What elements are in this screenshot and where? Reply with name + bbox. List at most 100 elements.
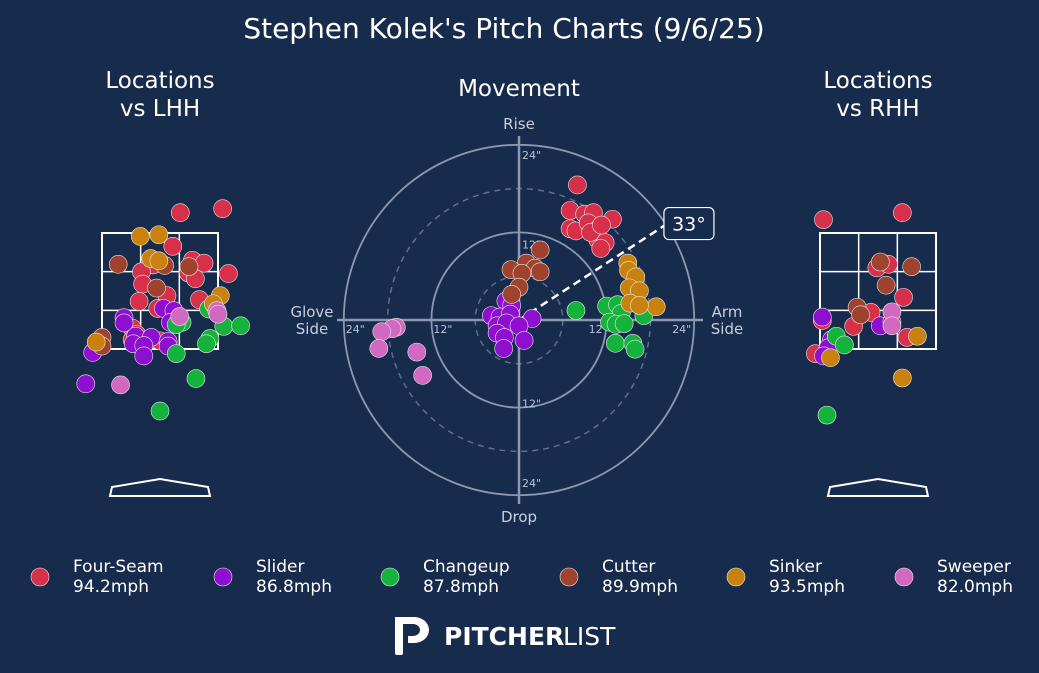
axis-label-glove-side: Side: [296, 320, 328, 338]
brand-name-light: LIST: [563, 622, 616, 651]
location-points: [806, 203, 927, 425]
pitch-dot-changeup: [566, 301, 586, 320]
ring-label-24-top: 24": [522, 149, 541, 162]
pitch-dot-sweeper: [413, 366, 432, 385]
pitch-dot-changeup: [606, 334, 625, 353]
pitch-dot-four-seam: [893, 203, 912, 222]
axis-label-rise: Rise: [503, 115, 535, 133]
pitch-dot-sinker: [893, 368, 912, 388]
pitch-dot-changeup: [817, 405, 837, 425]
pitch-dot-sweeper: [170, 307, 190, 326]
pitch-dot-changeup: [231, 316, 250, 336]
pitch-dot-slider: [514, 331, 534, 350]
brand-name-bold: PITCHER: [444, 622, 564, 651]
ring-label-24-right: 24": [672, 323, 691, 336]
pitch-dot-sweeper: [208, 304, 228, 324]
pitch-dot-cutter: [876, 275, 896, 295]
pitch-dot-slider: [114, 313, 134, 333]
pitch-dot-slider: [134, 346, 154, 366]
pitch-dot-changeup: [614, 314, 634, 333]
ring-label-24-bottom: 24": [522, 477, 541, 490]
pitch-dot-slider: [813, 307, 832, 327]
legend-pitch-name: Four-Seam: [73, 557, 164, 577]
pitch-dot-sinker: [821, 348, 840, 368]
legend-marker: [726, 567, 746, 587]
pitch-dot-sinker: [149, 225, 169, 245]
pitch-dot-sweeper: [882, 316, 902, 336]
pitch-dot-sinker: [130, 227, 150, 246]
panel-title-line: Locations: [105, 68, 214, 94]
axis-label-glove-side: Glove: [290, 303, 333, 321]
pitch-dot-four-seam: [219, 264, 238, 283]
chart-title: Stephen Kolek's Pitch Charts (9/6/25): [243, 12, 764, 45]
pitch-dot-four-seam: [591, 239, 611, 258]
home-plate: [108, 477, 212, 497]
legend-pitch-name: Changeup: [423, 557, 510, 577]
pitch-dot-four-seam: [171, 203, 190, 222]
pitch-dot-cutter: [502, 285, 522, 304]
axis-label-arm-side: Side: [711, 320, 743, 338]
pitch-dot-changeup: [835, 335, 854, 355]
pitch-dot-changeup: [150, 401, 170, 421]
pitch-dot-sinker: [908, 326, 927, 346]
pitch-dot-changeup: [166, 344, 186, 363]
strike-zone-box: [819, 232, 937, 350]
legend-pitch-name: Sweeper: [937, 557, 1011, 577]
legend-pitch-name: Sinker: [769, 557, 822, 577]
legend-marker: [559, 567, 579, 587]
legend-pitch-speed: 82.0mph: [937, 577, 1013, 597]
pitch-dot-slider: [494, 339, 513, 358]
pitch-dot-four-seam: [163, 237, 183, 256]
pitch-dot-cutter: [851, 305, 870, 325]
arm-angle-label: 33°: [672, 214, 706, 236]
pitch-dot-cutter: [530, 262, 550, 282]
legend-marker: [30, 567, 50, 587]
legend-pitch-speed: 87.8mph: [423, 577, 499, 597]
panel-title-line: vs LHH: [120, 96, 200, 122]
pitch-dot-slider: [76, 374, 96, 394]
legend-marker: [380, 567, 400, 587]
pitch-dot-four-seam: [568, 175, 587, 195]
pitch-dot-four-seam: [592, 215, 611, 235]
legend-pitch-speed: 86.8mph: [256, 577, 332, 597]
arm-angle-box: [663, 206, 715, 241]
arm-angle-line: [518, 223, 667, 322]
pitch-dot-four-seam: [814, 210, 833, 229]
ring-label-12-left: 12": [433, 323, 452, 336]
axis-label-arm-side: Arm: [712, 303, 743, 321]
legend-pitch-speed: 89.9mph: [602, 577, 678, 597]
pitch-dot-cutter: [530, 240, 550, 260]
axis-label-drop: Drop: [501, 508, 537, 526]
pitch-dot-cutter: [179, 257, 199, 276]
panel-title-line: Locations: [823, 68, 932, 94]
pitch-dot-four-seam: [213, 199, 232, 218]
legend-marker: [894, 567, 914, 587]
ring-label-24-left: 24": [346, 323, 365, 336]
pitch-dot-sinker: [646, 297, 666, 317]
pitcherlist-brand: PITCHER LIST: [395, 617, 616, 655]
movement-title: Movement: [458, 76, 580, 102]
legend-pitch-speed: 94.2mph: [73, 577, 149, 597]
pitch-dot-sweeper: [372, 322, 392, 341]
pitch-dot-sweeper: [369, 339, 389, 358]
ring-label-12-bottom: 12": [522, 398, 541, 411]
pitch-dot-sinker: [149, 251, 169, 271]
home-plate: [826, 477, 930, 497]
pitch-dot-cutter: [147, 278, 166, 298]
pitch-dot-sinker: [630, 296, 649, 315]
pitch-dot-changeup: [625, 339, 645, 359]
legend-pitch-name: Slider: [256, 557, 304, 577]
pitch-dot-four-seam: [129, 292, 149, 311]
movement-points: [369, 175, 666, 385]
